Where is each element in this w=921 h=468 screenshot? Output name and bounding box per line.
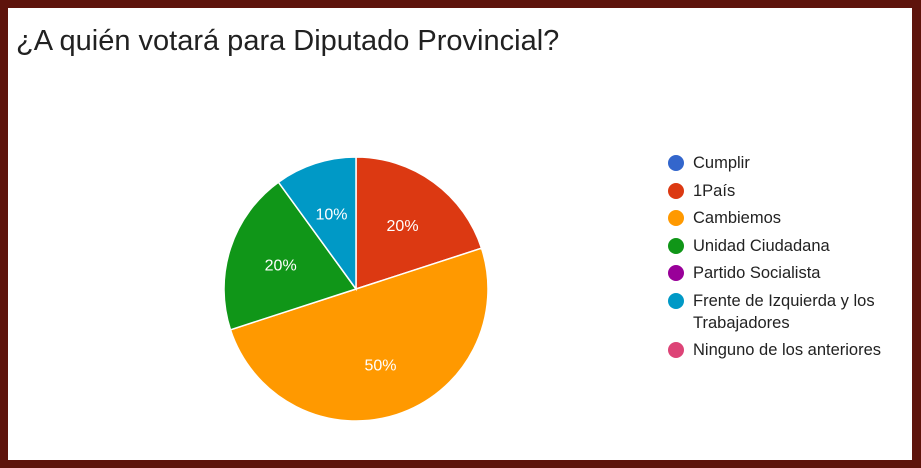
chart-frame: ¿A quién votará para Diputado Provincial…	[8, 8, 912, 460]
pie-chart: 20% 50% 20% 10%	[223, 156, 489, 422]
chart-title: ¿A quién votará para Diputado Provincial…	[16, 25, 560, 57]
legend-label: Frente de Izquierda y los Trabajadores	[693, 291, 875, 332]
legend-item: Unidad Ciudadana	[668, 235, 918, 257]
pie-slice-unidad-ciudadana	[223, 181, 358, 331]
legend-label: Partido Socialista	[693, 264, 821, 282]
legend-label: Cumplir	[693, 154, 750, 172]
legend-swatch	[668, 155, 684, 171]
pie-slice-1pa-s	[355, 156, 483, 291]
legend-swatch	[668, 237, 684, 254]
legend-item: Cumplir	[668, 152, 918, 174]
legend-swatch	[668, 342, 684, 358]
slice-data-label: 50%	[364, 357, 396, 374]
legend-swatch	[668, 292, 684, 309]
slice-data-label: 20%	[387, 218, 419, 235]
legend-item: Ninguno de los anteriores	[668, 339, 918, 361]
pie-slice-frente-de-izquierda-y-los-trabajadores	[277, 156, 357, 292]
legend-item: Frente de Izquierda y los Trabajadores	[668, 290, 918, 334]
legend-swatch	[668, 265, 684, 281]
slice-data-label: 10%	[316, 207, 348, 224]
legend-item: Cambiemos	[668, 207, 918, 229]
chart-legend: Cumplir 1País Cambiemos Unidad Ciudadana Par…	[668, 152, 918, 367]
legend-item: 1País	[668, 180, 918, 202]
legend-swatch	[668, 210, 684, 226]
legend-swatch	[668, 182, 684, 199]
legend-label: Ninguno de los anteriores	[693, 341, 882, 359]
slice-data-label: 20%	[265, 258, 297, 275]
legend-item: Partido Socialista	[668, 262, 918, 284]
legend-label: 1País	[693, 181, 736, 200]
pie-slice-cambiemos	[229, 247, 489, 422]
legend-label: Unidad Ciudadana	[693, 236, 830, 255]
legend-label: Cambiemos	[693, 209, 782, 227]
